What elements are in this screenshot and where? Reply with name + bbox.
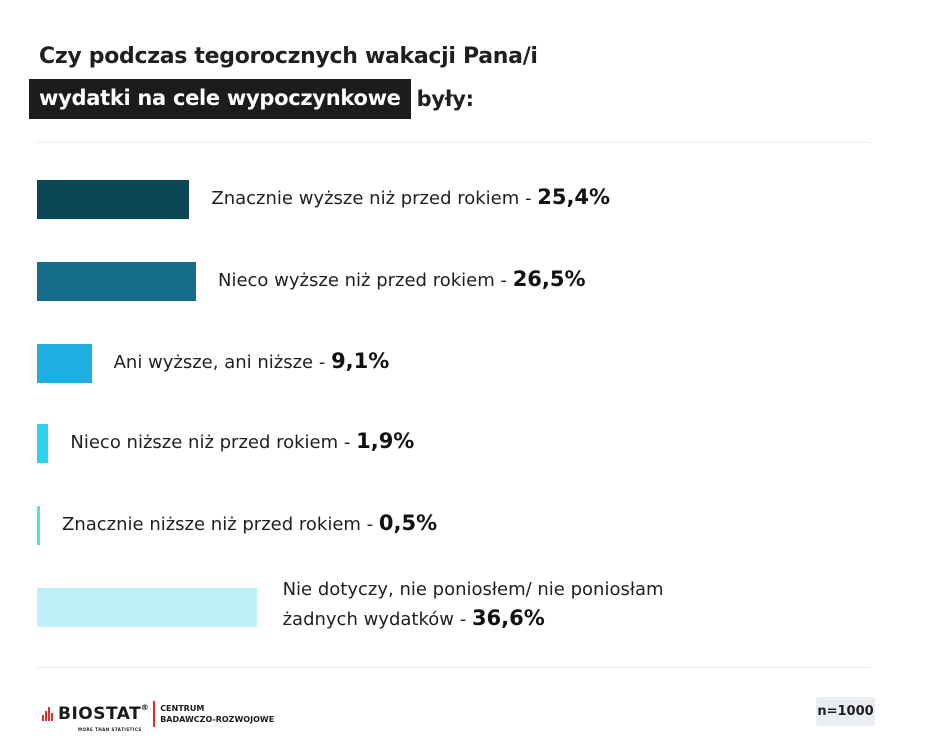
bar-label-line: żadnych wydatków - 36,6% bbox=[283, 604, 664, 634]
chart-title-suffix: były: bbox=[416, 87, 474, 111]
bar-value-label: 1,9% bbox=[356, 429, 415, 453]
chart-title-line2: wydatki na cele wypoczynkowe były: bbox=[29, 79, 474, 119]
bar-3 bbox=[37, 344, 92, 383]
bar-value-label: 26,5% bbox=[512, 267, 586, 291]
logo-registered-mark: ® bbox=[140, 703, 150, 712]
bar-label-line: Nieco wyższe niż przed rokiem - 26,5% bbox=[218, 265, 586, 295]
bar-5 bbox=[37, 506, 40, 545]
sample-size-badge: n=1000 bbox=[816, 697, 875, 726]
logo-tagline: MORE THAN STATISTICS bbox=[78, 727, 142, 732]
bar-category-text: Nieco niższe niż przed rokiem - bbox=[70, 432, 357, 453]
bar-value-label: 0,5% bbox=[378, 511, 438, 535]
bar-label-line: Znacznie wyższe niż przed rokiem - 25,4% bbox=[211, 183, 610, 213]
bar-category-text: Znacznie niższe niż przed rokiem - bbox=[62, 514, 379, 535]
bar-value-label: 9,1% bbox=[331, 349, 390, 373]
bar-category-text: Nieco wyższe niż przed rokiem - bbox=[218, 270, 513, 291]
bar-value-label: 36,6% bbox=[471, 606, 545, 630]
bar-6 bbox=[37, 588, 257, 627]
bar-label-3: Ani wyższe, ani niższe - 9,1% bbox=[114, 347, 390, 377]
bar-category-text: żadnych wydatków - bbox=[282, 609, 472, 630]
bar-category-text: Znacznie wyższe niż przed rokiem - bbox=[211, 188, 538, 209]
bar-label-4: Nieco niższe niż przed rokiem - 1,9% bbox=[70, 427, 414, 457]
biostat-logo: BIOSTAT ® MORE THAN STATISTICS CENTRUM B… bbox=[42, 700, 275, 732]
bar-label-6: Nie dotyczy, nie poniosłem/ nie poniosła… bbox=[283, 575, 664, 634]
logo-separator bbox=[153, 701, 156, 727]
bar-label-1: Znacznie wyższe niż przed rokiem - 25,4% bbox=[211, 183, 610, 213]
bar-category-text: Nie dotyczy, nie poniosłem/ nie poniosła… bbox=[282, 579, 664, 600]
bar-label-2: Nieco wyższe niż przed rokiem - 26,5% bbox=[218, 265, 586, 295]
bar-1 bbox=[37, 180, 190, 219]
bar-2 bbox=[37, 262, 196, 301]
logo-bars-icon bbox=[42, 707, 54, 721]
bottom-divider bbox=[36, 667, 870, 668]
bar-4 bbox=[37, 424, 49, 463]
bar-label-5: Znacznie niższe niż przed rokiem - 0,5% bbox=[62, 509, 437, 539]
bar-value-label: 25,4% bbox=[537, 185, 611, 209]
logo-subtitle: CENTRUM BADAWCZO-ROZWOJOWE bbox=[160, 704, 275, 724]
chart-title-line1: Czy podczas tegorocznych wakacji Pana/i bbox=[39, 44, 538, 69]
bar-label-line: Nie dotyczy, nie poniosłem/ nie poniosła… bbox=[283, 575, 664, 604]
bar-label-line: Ani wyższe, ani niższe - 9,1% bbox=[114, 347, 390, 377]
bar-category-text: Ani wyższe, ani niższe - bbox=[113, 352, 332, 373]
bar-label-line: Znacznie niższe niż przed rokiem - 0,5% bbox=[62, 509, 437, 539]
top-divider bbox=[36, 142, 870, 143]
logo-wordmark: BIOSTAT ® MORE THAN STATISTICS bbox=[58, 703, 149, 732]
chart-title-highlight: wydatki na cele wypoczynkowe bbox=[29, 79, 411, 119]
bar-label-line: Nieco niższe niż przed rokiem - 1,9% bbox=[70, 427, 414, 457]
